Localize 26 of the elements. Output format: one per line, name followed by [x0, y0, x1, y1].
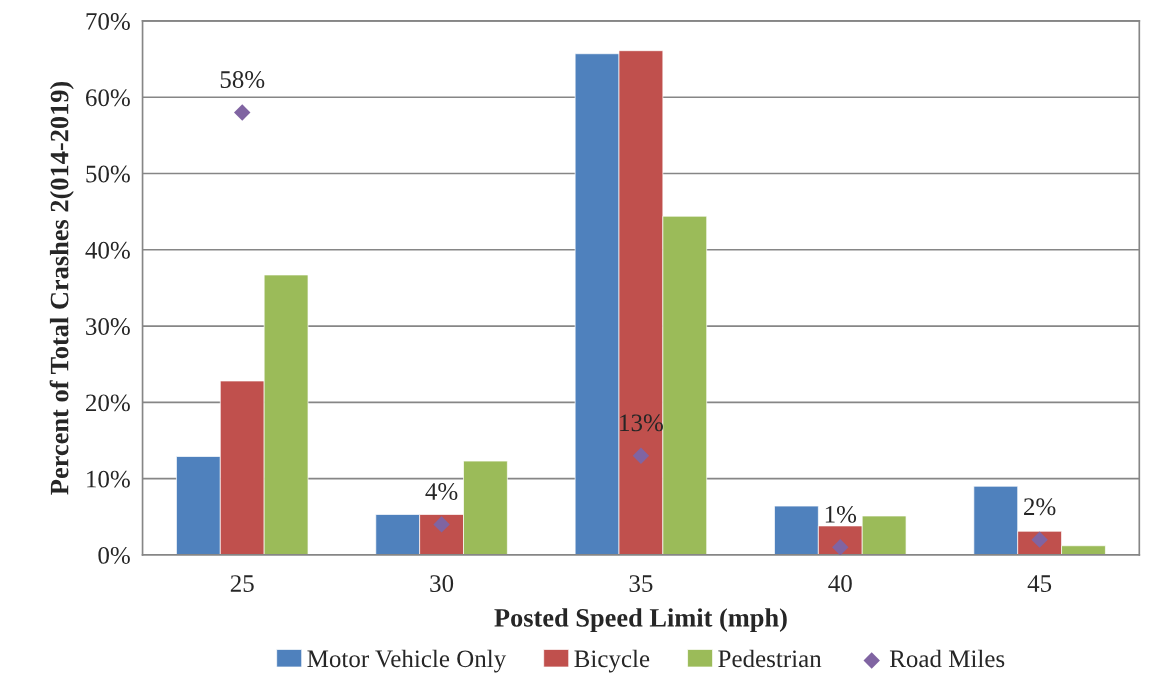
y-tick-label: 20% [86, 394, 130, 412]
y-tick-label: 0% [98, 546, 130, 564]
data-label: 2% [1024, 498, 1056, 516]
x-tick-label: 45 [1027, 575, 1052, 592]
point [433, 516, 450, 533]
y-tick-label: 40% [85, 241, 130, 259]
legend-label: Pedestrian [718, 649, 822, 668]
y-tick-label: 50% [86, 165, 130, 183]
data-label: 58% [220, 71, 265, 89]
y-axis-title: Percent of Total Crashes 2(014-2019) [49, 81, 74, 495]
x-tick-label: 35 [629, 575, 653, 592]
point [632, 447, 650, 464]
y-tick-label: 70% [86, 12, 130, 30]
legend-label: Road Miles [889, 649, 1005, 668]
y-tick-label: 30% [86, 318, 130, 336]
x-tick-label: 40 [828, 575, 852, 592]
point [234, 104, 251, 121]
legend-label: Motor Vehicle Only [307, 649, 507, 673]
y-tick-label: 10% [87, 470, 130, 488]
x-tick-label: 25 [230, 575, 254, 592]
x-axis-title: Posted Speed Limit (mph) [494, 608, 787, 633]
y-tick-label: 60% [86, 89, 130, 107]
data-label: 4% [425, 483, 458, 500]
data-label: 1% [825, 505, 857, 523]
x-tick-label: 30 [430, 575, 454, 592]
legend-label: Bicycle [574, 649, 650, 673]
